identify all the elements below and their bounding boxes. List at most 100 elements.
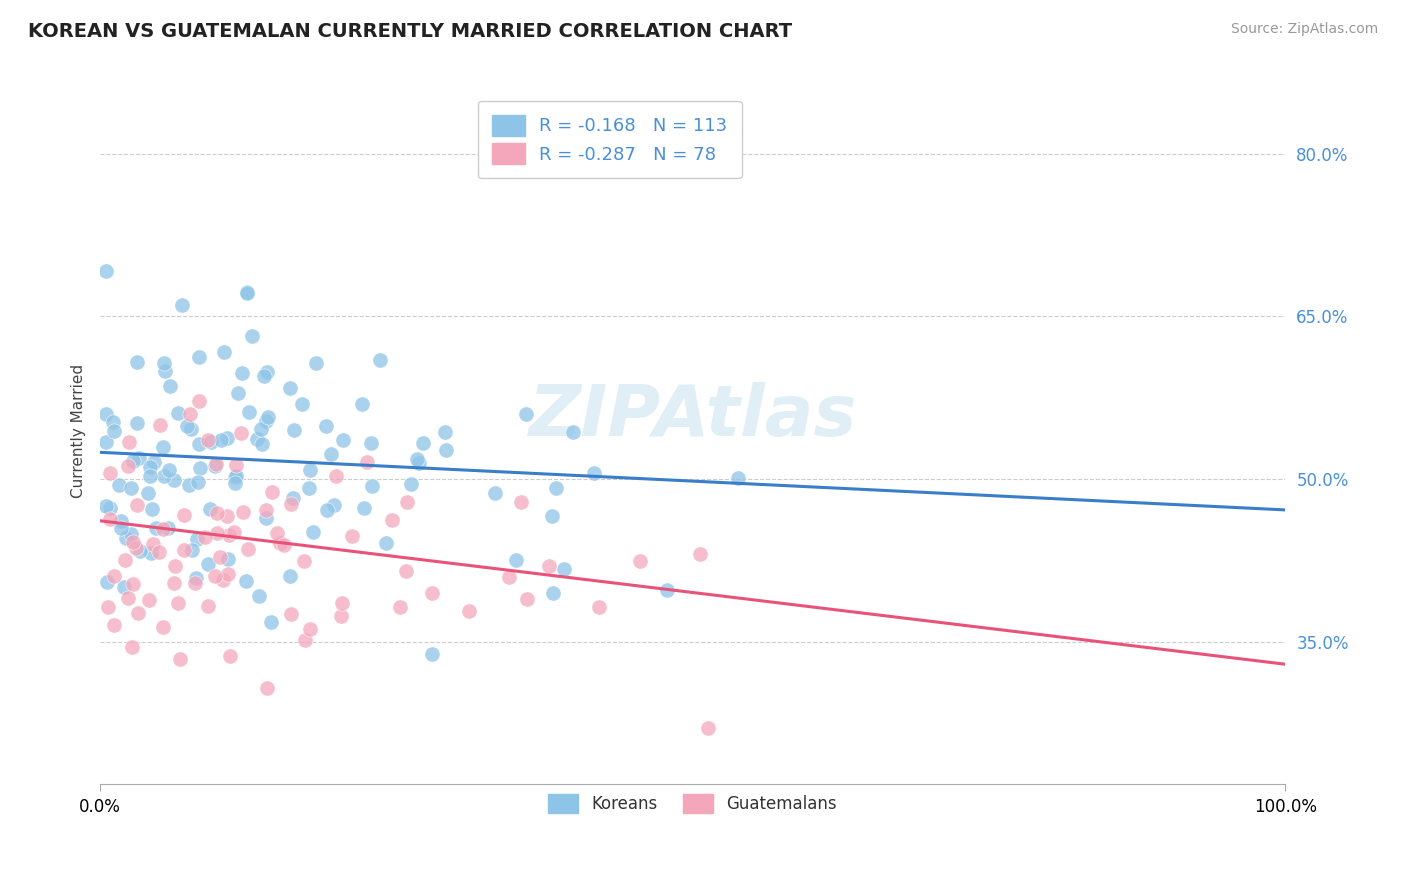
Point — [329, 608, 352, 623]
Point — [401, 477, 423, 491]
Point — [260, 615, 283, 629]
Point — [283, 491, 305, 505]
Point — [153, 364, 176, 378]
Point — [256, 410, 278, 425]
Point — [152, 469, 174, 483]
Point — [280, 497, 302, 511]
Point — [152, 620, 174, 634]
Point — [159, 379, 181, 393]
Point — [224, 470, 246, 484]
Point — [218, 552, 240, 566]
Point — [266, 525, 288, 540]
Point — [139, 459, 162, 474]
Point — [235, 574, 257, 588]
Point — [125, 541, 148, 555]
Point — [179, 407, 201, 421]
Point — [94, 500, 117, 514]
Point — [406, 452, 429, 467]
Point — [395, 494, 418, 508]
Point — [120, 527, 142, 541]
Point — [412, 436, 434, 450]
Point — [238, 404, 260, 418]
Y-axis label: Currently Married: Currently Married — [72, 364, 86, 498]
Point — [254, 414, 277, 428]
Text: Source: ZipAtlas.com: Source: ZipAtlas.com — [1230, 22, 1378, 37]
Point — [187, 475, 209, 489]
Point — [231, 425, 253, 440]
Point — [114, 531, 136, 545]
Point — [103, 424, 125, 438]
Point — [97, 599, 120, 614]
Point — [94, 264, 117, 278]
Point — [96, 574, 118, 589]
Point — [179, 478, 201, 492]
Point — [291, 397, 314, 411]
Point — [434, 425, 457, 439]
Point — [273, 538, 295, 552]
Point — [697, 721, 720, 735]
Point — [498, 570, 520, 584]
Point — [209, 550, 232, 565]
Point — [628, 554, 651, 568]
Point — [360, 436, 382, 450]
Point — [149, 417, 172, 432]
Point — [204, 459, 226, 474]
Point — [117, 459, 139, 474]
Point — [254, 503, 277, 517]
Point — [121, 640, 143, 655]
Point — [188, 350, 211, 364]
Point — [166, 406, 188, 420]
Point — [169, 652, 191, 666]
Point — [298, 482, 321, 496]
Point — [253, 368, 276, 383]
Point — [204, 458, 226, 472]
Point — [505, 553, 527, 567]
Point — [352, 397, 374, 411]
Point — [381, 513, 404, 527]
Point — [325, 468, 347, 483]
Point — [240, 329, 263, 343]
Point — [225, 469, 247, 483]
Point — [356, 454, 378, 468]
Point — [110, 514, 132, 528]
Text: ZIPAtlas: ZIPAtlas — [529, 382, 856, 451]
Point — [121, 534, 143, 549]
Point — [236, 285, 259, 300]
Point — [170, 298, 193, 312]
Point — [188, 436, 211, 450]
Text: KOREAN VS GUATEMALAN CURRENTLY MARRIED CORRELATION CHART: KOREAN VS GUATEMALAN CURRENTLY MARRIED C… — [28, 22, 792, 41]
Point — [98, 500, 121, 515]
Point — [215, 431, 238, 445]
Point — [484, 485, 506, 500]
Point — [280, 381, 302, 395]
Point — [254, 511, 277, 525]
Point — [110, 521, 132, 535]
Point — [323, 499, 346, 513]
Point — [375, 536, 398, 550]
Point — [128, 450, 150, 465]
Point — [330, 596, 353, 610]
Point — [145, 521, 167, 535]
Point — [540, 509, 562, 524]
Point — [222, 525, 245, 540]
Point — [173, 542, 195, 557]
Point — [101, 415, 124, 429]
Point — [583, 466, 606, 480]
Point — [231, 366, 253, 380]
Point — [388, 599, 411, 614]
Point — [138, 469, 160, 483]
Point — [657, 582, 679, 597]
Point — [408, 456, 430, 470]
Point — [152, 440, 174, 454]
Point — [212, 573, 235, 587]
Point — [226, 386, 249, 401]
Point — [120, 481, 142, 495]
Point — [181, 542, 204, 557]
Point — [420, 647, 443, 661]
Point — [509, 495, 531, 509]
Point — [215, 508, 238, 523]
Point — [200, 501, 222, 516]
Point — [353, 501, 375, 516]
Point — [420, 585, 443, 599]
Point — [247, 589, 270, 603]
